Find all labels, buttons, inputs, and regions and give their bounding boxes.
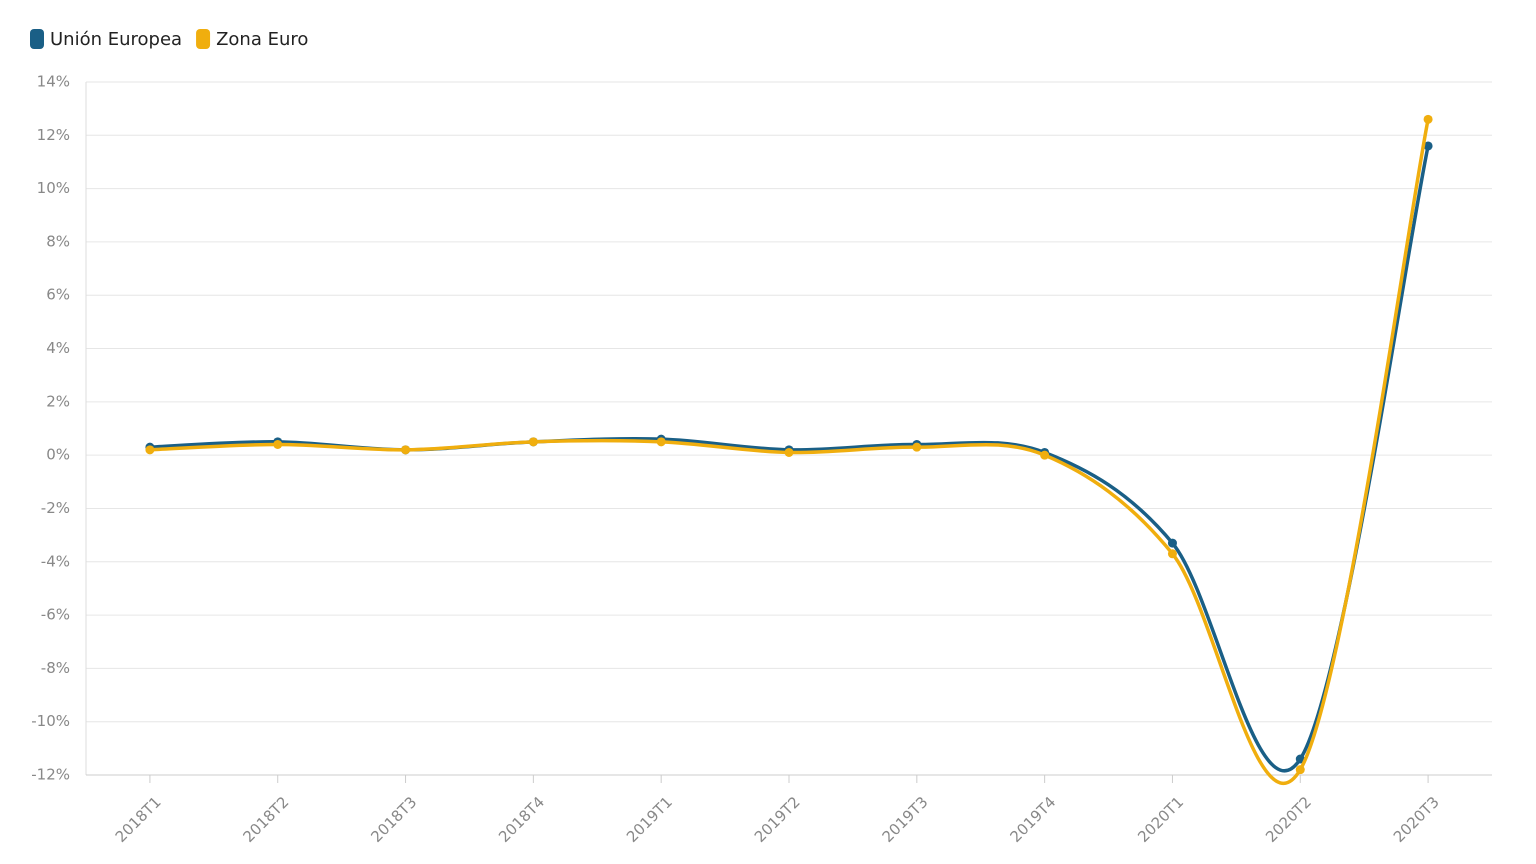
y-tick-label: -2%	[41, 499, 70, 517]
legend-swatch	[30, 29, 44, 49]
x-tick-label: 2020T2	[1262, 793, 1315, 846]
y-tick-label: 10%	[37, 179, 70, 197]
y-tick-label: -6%	[41, 606, 70, 624]
series-line	[149, 145, 1430, 773]
legend-swatch	[196, 29, 211, 49]
y-tick-label: 6%	[46, 286, 70, 304]
data-point	[273, 439, 283, 449]
data-point	[1423, 141, 1433, 151]
y-tick-label: 14%	[37, 73, 70, 91]
y-tick-label: 2%	[46, 392, 70, 410]
data-point	[656, 437, 666, 447]
data-point	[1167, 549, 1177, 559]
x-tick-label: 2020T3	[1390, 793, 1443, 846]
x-tick-label: 2019T1	[623, 793, 676, 846]
data-point	[145, 445, 155, 455]
y-tick-label: -4%	[41, 552, 70, 570]
x-tick-label: 2018T4	[495, 793, 548, 846]
data-point	[401, 445, 411, 455]
x-tick-label: 2019T4	[1006, 793, 1059, 846]
data-point	[1040, 450, 1050, 460]
y-tick-label: 4%	[46, 339, 70, 357]
y-tick-label: -12%	[31, 766, 70, 784]
y-tick-label: -10%	[31, 712, 70, 730]
x-tick-label: 2018T2	[240, 793, 293, 846]
legend-label: Zona Euro	[216, 29, 308, 50]
data-point	[528, 437, 538, 447]
y-tick-label: 8%	[46, 232, 70, 250]
x-tick-label: 2018T1	[112, 793, 165, 846]
data-point	[1167, 538, 1177, 548]
x-tick-label: 2018T3	[367, 793, 420, 846]
legend-label: Unión Europea	[50, 29, 182, 50]
data-point	[912, 442, 922, 452]
x-tick-label: 2019T2	[751, 793, 804, 846]
data-point	[1295, 765, 1305, 775]
data-point	[1295, 754, 1305, 764]
data-point	[1423, 114, 1433, 124]
data-point	[784, 447, 794, 457]
y-tick-label: 0%	[46, 446, 70, 464]
y-tick-label: -8%	[41, 659, 70, 677]
y-tick-label: 12%	[37, 126, 70, 144]
x-tick-label: 2020T1	[1134, 793, 1187, 846]
x-tick-label: 2019T3	[879, 793, 932, 846]
